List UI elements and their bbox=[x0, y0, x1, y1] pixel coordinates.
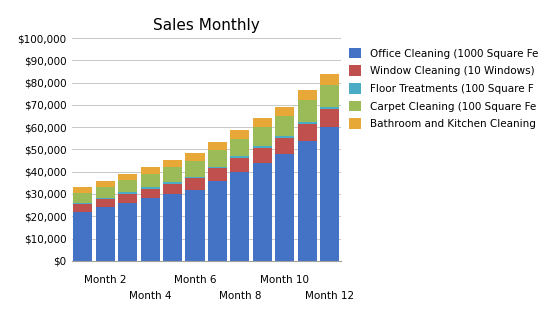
Bar bbox=[96, 198, 115, 199]
Text: Month 6: Month 6 bbox=[174, 275, 216, 285]
Bar bbox=[208, 142, 227, 150]
Bar bbox=[118, 180, 137, 192]
Text: Month 10: Month 10 bbox=[260, 275, 309, 285]
Bar bbox=[253, 146, 272, 148]
Bar bbox=[298, 124, 317, 141]
Bar bbox=[118, 174, 137, 180]
Bar bbox=[276, 138, 294, 154]
Bar bbox=[163, 183, 182, 194]
Bar bbox=[253, 163, 272, 261]
Bar bbox=[163, 194, 182, 261]
Bar bbox=[73, 193, 92, 203]
Bar bbox=[276, 107, 294, 116]
Bar bbox=[208, 150, 227, 167]
Bar bbox=[118, 192, 137, 194]
Bar bbox=[96, 207, 115, 261]
Bar bbox=[141, 198, 160, 261]
Bar bbox=[320, 107, 339, 109]
Bar bbox=[230, 139, 250, 156]
Bar bbox=[253, 148, 272, 163]
Text: Month 4: Month 4 bbox=[129, 291, 172, 301]
Bar bbox=[163, 160, 182, 168]
Title: Sales Monthly: Sales Monthly bbox=[153, 18, 260, 33]
Bar bbox=[320, 74, 339, 85]
Text: Month 8: Month 8 bbox=[219, 291, 261, 301]
Bar bbox=[208, 169, 227, 181]
Bar bbox=[320, 109, 339, 127]
Bar bbox=[73, 187, 92, 193]
Bar bbox=[73, 212, 92, 261]
Text: Month 12: Month 12 bbox=[305, 291, 354, 301]
Bar bbox=[185, 177, 205, 178]
Bar bbox=[96, 199, 115, 207]
Bar bbox=[118, 194, 137, 203]
Bar bbox=[208, 167, 227, 169]
Bar bbox=[276, 136, 294, 138]
Bar bbox=[253, 128, 272, 146]
Bar bbox=[118, 203, 137, 261]
Bar bbox=[185, 153, 205, 161]
Bar bbox=[96, 181, 115, 187]
Bar bbox=[276, 154, 294, 261]
Legend: Office Cleaning (1000 Square Fe, Window Cleaning (10 Windows), Floor Treatments : Office Cleaning (1000 Square Fe, Window … bbox=[349, 48, 538, 129]
Bar bbox=[185, 161, 205, 177]
Bar bbox=[73, 203, 92, 204]
Bar bbox=[276, 116, 294, 136]
Bar bbox=[253, 118, 272, 128]
Bar bbox=[185, 190, 205, 261]
Bar bbox=[185, 178, 205, 190]
Text: Month 2: Month 2 bbox=[84, 275, 126, 285]
Bar bbox=[96, 187, 115, 198]
Bar bbox=[320, 127, 339, 261]
Bar bbox=[298, 122, 317, 124]
Bar bbox=[163, 168, 182, 182]
Bar bbox=[73, 204, 92, 212]
Bar bbox=[298, 100, 317, 122]
Bar bbox=[141, 187, 160, 189]
Bar bbox=[298, 91, 317, 100]
Bar bbox=[230, 158, 250, 172]
Bar bbox=[230, 156, 250, 158]
Bar bbox=[163, 182, 182, 183]
Bar bbox=[320, 85, 339, 107]
Bar bbox=[141, 167, 160, 174]
Bar bbox=[298, 141, 317, 261]
Bar bbox=[208, 181, 227, 261]
Bar bbox=[230, 130, 250, 139]
Bar bbox=[230, 172, 250, 261]
Bar bbox=[141, 189, 160, 198]
Bar bbox=[141, 174, 160, 187]
